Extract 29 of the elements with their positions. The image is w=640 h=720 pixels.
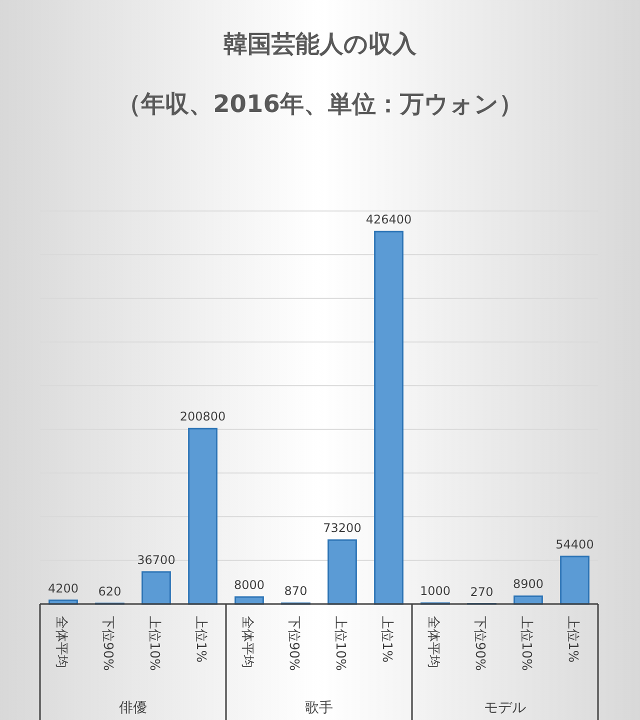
x-tick-label: 全体平均 bbox=[425, 616, 440, 668]
text: モデル bbox=[484, 700, 526, 716]
x-tick-label: 上位1% bbox=[564, 616, 580, 663]
data-label: 54400 bbox=[556, 537, 594, 552]
x-tick-label: 全体平均 bbox=[239, 616, 254, 668]
x-tick-label: 上位10% bbox=[146, 616, 162, 671]
x-tick-label: 上位1% bbox=[378, 616, 394, 663]
data-label: 200800 bbox=[180, 410, 226, 424]
x-tick-label: 下位90% bbox=[100, 616, 115, 671]
data-label: 73200 bbox=[323, 521, 362, 536]
text: 俳優 bbox=[119, 700, 147, 716]
chart-subtitle: （年収、2016年、単位：万ウォン） bbox=[117, 90, 523, 118]
data-label: 8900 bbox=[512, 577, 544, 592]
data-label: 620 bbox=[98, 584, 122, 598]
x-tick-label: 下位90% bbox=[286, 616, 301, 671]
x-tick-label: 全体平均 bbox=[53, 616, 68, 668]
data-label: 270 bbox=[470, 584, 494, 599]
x-tick-label: 上位1% bbox=[192, 616, 208, 663]
data-label: 1000 bbox=[420, 584, 451, 598]
x-tick-label: 下位90% bbox=[472, 616, 487, 671]
x-tick-label: 上位10% bbox=[332, 616, 348, 671]
data-label: 8000 bbox=[234, 578, 265, 592]
data-label: 870 bbox=[284, 584, 308, 598]
chart-title: 韓国芸能人の収入 bbox=[224, 30, 418, 58]
data-label: 4200 bbox=[48, 581, 79, 596]
data-label: 426400 bbox=[366, 212, 412, 227]
x-tick-label: 上位10% bbox=[518, 616, 534, 671]
text: 歌手 bbox=[305, 700, 333, 716]
data-label: 36700 bbox=[137, 552, 176, 567]
